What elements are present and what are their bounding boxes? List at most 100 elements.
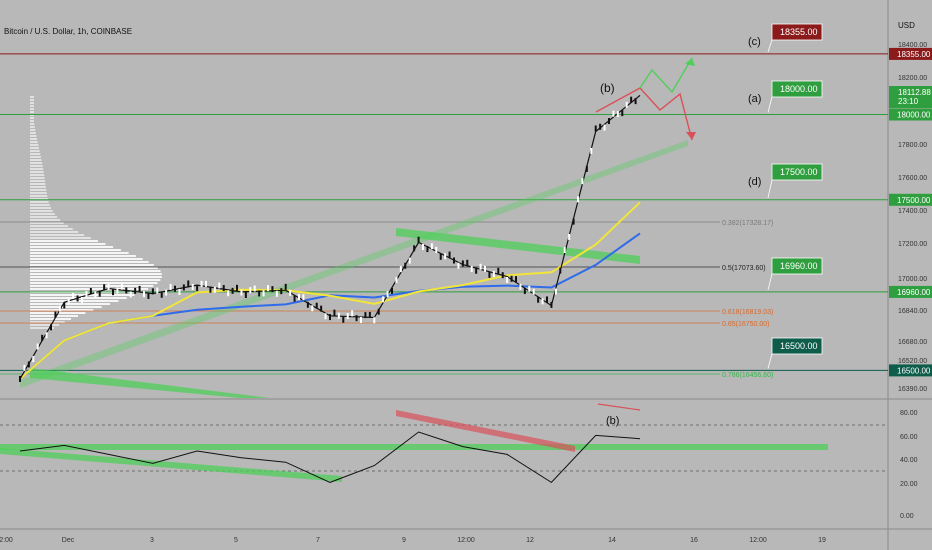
price-tick-label: 17000.00 xyxy=(898,276,927,283)
volume-profile-bar xyxy=(30,147,39,149)
candle xyxy=(475,267,478,274)
candle xyxy=(54,311,57,318)
volume-profile-bar xyxy=(30,186,46,188)
candle xyxy=(89,287,92,294)
volume-profile-bar xyxy=(30,153,41,155)
volume-profile-bar xyxy=(30,216,58,218)
volume-profile-bar xyxy=(30,267,158,269)
candle xyxy=(439,253,442,260)
time-tick-label: 14 xyxy=(608,537,616,544)
level-tag-pointer xyxy=(767,179,773,198)
wave-b-label: (b) xyxy=(600,81,615,95)
level-tag: 16500.00 xyxy=(767,337,823,369)
volume-profile-bar xyxy=(30,300,119,302)
candle xyxy=(386,291,389,298)
candle xyxy=(98,290,101,297)
volume-profile-bar xyxy=(30,117,34,119)
volume-profile-bar xyxy=(30,258,143,260)
candle xyxy=(324,313,327,320)
candle xyxy=(227,290,230,297)
rsi-tick-label: 40.00 xyxy=(900,457,918,464)
candle xyxy=(240,289,243,296)
candle xyxy=(360,316,362,323)
candle xyxy=(457,262,460,269)
volume-profile-bar xyxy=(30,177,45,179)
arrow-head-red xyxy=(686,132,696,140)
candle xyxy=(634,98,637,105)
volume-profile-bar xyxy=(30,123,35,125)
candle xyxy=(488,271,491,278)
level-tags: 18355.00 (c) 18000.00 (a) 17500.00 (d) 16960.0… xyxy=(748,23,823,369)
candle xyxy=(430,243,433,250)
candle xyxy=(196,285,199,292)
candle xyxy=(58,305,61,312)
axis-level-badge-text: 18000.00 xyxy=(897,110,931,119)
candle xyxy=(311,305,314,312)
candle xyxy=(67,298,70,305)
candle xyxy=(532,288,535,295)
volume-profile-bar xyxy=(30,318,72,320)
level-tag-text: 16500.00 xyxy=(780,341,818,351)
candle xyxy=(138,285,141,292)
volume-profile-bar xyxy=(30,195,48,197)
price-tick-label: 18400.00 xyxy=(898,42,927,49)
level-tag-box xyxy=(771,80,823,98)
candle xyxy=(373,317,376,324)
time-tick-label: 3 xyxy=(150,537,154,544)
candle xyxy=(160,291,163,298)
volume-profile-bar xyxy=(30,201,49,203)
volume-profile-bar xyxy=(30,261,149,263)
level-tag-box xyxy=(771,23,823,41)
candle xyxy=(63,302,66,309)
volume-profile-bar xyxy=(30,156,41,158)
axis-level-badge-text: 18355.00 xyxy=(897,50,931,59)
price-pane[interactable] xyxy=(0,0,888,398)
candle xyxy=(355,315,358,322)
candle xyxy=(191,284,194,291)
candle xyxy=(563,247,566,254)
wave-label: (a) xyxy=(748,93,761,105)
volume-profile-bar xyxy=(30,315,79,317)
volume-profile-bar xyxy=(30,135,37,137)
candle xyxy=(404,262,407,269)
candle xyxy=(568,234,571,241)
volume-profile-bar xyxy=(30,141,38,143)
rsi-red-band xyxy=(396,410,575,452)
candle xyxy=(120,283,123,290)
volume-profile-bar xyxy=(30,189,47,191)
horizontal-levels xyxy=(0,53,888,371)
time-tick-label: 19 xyxy=(818,537,826,544)
level-tag-pointer xyxy=(767,96,773,113)
volume-profile-bar xyxy=(30,264,154,266)
price-tick-label: 16680.00 xyxy=(898,339,927,346)
candle xyxy=(603,124,606,131)
volume-profile-bar xyxy=(30,192,47,194)
candle xyxy=(72,293,75,300)
time-tick-label: 2:00 xyxy=(0,537,13,544)
fib-label: 0.65(16750.00) xyxy=(722,321,769,328)
candle xyxy=(351,310,354,317)
rsi-b-red-line xyxy=(597,403,641,411)
candle xyxy=(320,305,323,312)
candle xyxy=(125,287,128,294)
candle xyxy=(329,314,331,321)
candle xyxy=(453,257,455,264)
candle xyxy=(85,291,88,298)
candle xyxy=(585,165,588,172)
candle xyxy=(249,287,252,294)
candle xyxy=(559,267,562,274)
rsi-falling-band xyxy=(0,448,342,482)
candle xyxy=(147,292,150,299)
rsi-tick-label: 0.00 xyxy=(900,513,914,520)
fib-label: 0.618(16819.03) xyxy=(722,309,773,316)
candle xyxy=(81,297,83,304)
level-tag: 16960.00 xyxy=(767,257,823,291)
candle xyxy=(178,288,181,295)
volume-profile-bar xyxy=(30,126,35,128)
candle xyxy=(382,296,385,303)
volume-profile-bar xyxy=(30,240,98,242)
candle xyxy=(523,288,526,295)
projection-arrows xyxy=(595,57,696,141)
candle xyxy=(364,312,367,319)
